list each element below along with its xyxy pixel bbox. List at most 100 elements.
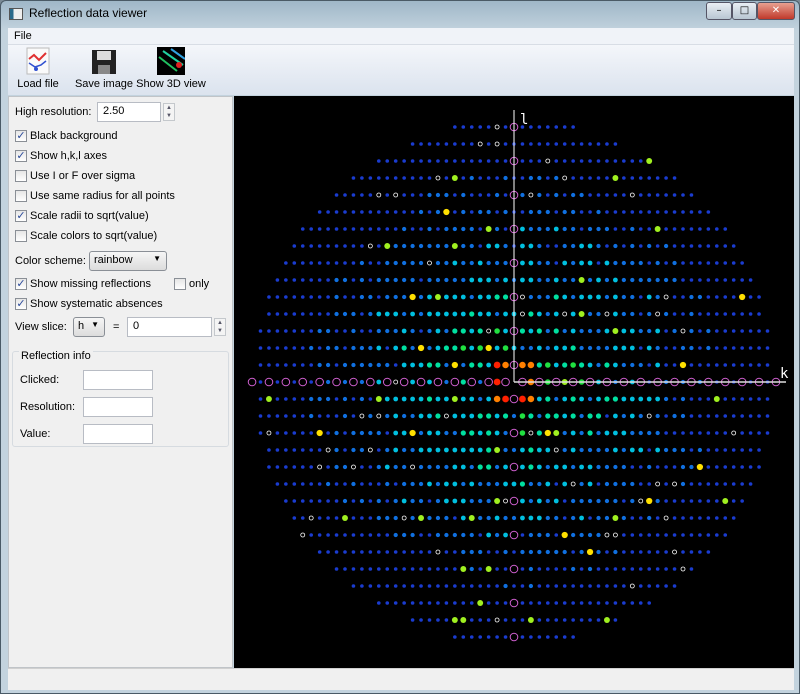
reflection-point[interactable]: [731, 397, 736, 401]
checkbox-checked[interactable]: ✓: [15, 130, 27, 142]
systematic-absence[interactable]: [317, 464, 323, 470]
reflection-point[interactable]: [461, 277, 466, 283]
reflection-point[interactable]: [376, 430, 381, 436]
value-field[interactable]: [83, 424, 153, 444]
reflection-point[interactable]: [359, 362, 365, 368]
reflection-point[interactable]: [359, 430, 365, 436]
reflection-point[interactable]: [503, 532, 508, 538]
reflection-point[interactable]: [621, 515, 626, 521]
reflection-point[interactable]: [571, 142, 575, 146]
reflection-point[interactable]: [604, 464, 610, 470]
reflection-point[interactable]: [723, 278, 728, 282]
reflection-point[interactable]: [545, 345, 550, 351]
reflection-point[interactable]: [544, 429, 551, 437]
reflection-point[interactable]: [605, 414, 609, 418]
systematic-absence[interactable]: [367, 243, 373, 249]
reflection-point[interactable]: [672, 277, 677, 283]
reflection-point[interactable]: [300, 346, 305, 350]
reflection-point[interactable]: [376, 277, 381, 283]
reflection-point[interactable]: [579, 618, 584, 622]
reflection-point[interactable]: [613, 584, 618, 588]
reflection-point[interactable]: [546, 567, 550, 571]
reflection-point[interactable]: [519, 413, 526, 419]
reflection-point[interactable]: [613, 549, 618, 555]
reflection-point[interactable]: [427, 618, 432, 622]
reflection-point[interactable]: [605, 244, 609, 248]
reflection-point[interactable]: [460, 379, 466, 385]
reflection-point[interactable]: [511, 481, 517, 487]
reflection-point[interactable]: [494, 311, 500, 317]
reflection-point[interactable]: [622, 550, 626, 554]
maximize-button[interactable]: □: [732, 2, 757, 20]
reflection-point[interactable]: [460, 413, 466, 419]
reflection-point[interactable]: [402, 447, 407, 453]
black-background-checkbox[interactable]: ✓ Black background: [15, 128, 117, 144]
reflection-point[interactable]: [723, 431, 728, 435]
reflection-point[interactable]: [571, 125, 575, 129]
reflection-point[interactable]: [503, 227, 508, 231]
reflection-point[interactable]: [731, 499, 736, 503]
reflection-point[interactable]: [647, 430, 652, 436]
reflection-point[interactable]: [410, 481, 415, 487]
reflection-point[interactable]: [419, 601, 423, 605]
reflection-point[interactable]: [681, 227, 685, 231]
reflection-point[interactable]: [325, 481, 331, 487]
reflection-point[interactable]: [647, 227, 651, 231]
reflection-point[interactable]: [596, 362, 601, 368]
reflection-point[interactable]: [757, 329, 761, 333]
reflection-point[interactable]: [503, 549, 508, 555]
reflection-point[interactable]: [672, 397, 677, 401]
reflection-point[interactable]: [706, 397, 711, 401]
reflection-point[interactable]: [435, 413, 441, 419]
systematic-absence[interactable]: [570, 481, 576, 487]
reflection-point[interactable]: [545, 277, 550, 283]
systematic-absence[interactable]: [655, 311, 661, 317]
reflection-point[interactable]: [630, 226, 635, 232]
reflection-point[interactable]: [292, 465, 297, 469]
reflection-point[interactable]: [596, 193, 601, 197]
reflection-point[interactable]: [486, 515, 491, 521]
systematic-absence[interactable]: [376, 413, 382, 419]
reflection-point[interactable]: [342, 396, 348, 402]
reflection-point[interactable]: [664, 431, 668, 435]
reflection-point[interactable]: [427, 584, 432, 588]
scale-radii-checkbox[interactable]: ✓ Scale radii to sqrt(value): [15, 208, 149, 224]
reflection-point[interactable]: [571, 260, 576, 266]
reflection-point[interactable]: [486, 618, 491, 622]
reflection-point[interactable]: [368, 176, 373, 180]
reflection-point[interactable]: [503, 464, 508, 470]
reflection-point[interactable]: [393, 498, 398, 504]
reflection-point[interactable]: [326, 550, 330, 554]
reflection-point[interactable]: [393, 227, 398, 231]
reflection-point[interactable]: [613, 277, 618, 283]
reflection-point[interactable]: [451, 396, 458, 402]
reflection-point[interactable]: [579, 176, 584, 180]
reflection-point[interactable]: [461, 125, 466, 129]
reflection-point[interactable]: [748, 397, 753, 401]
reflection-point[interactable]: [740, 363, 744, 367]
reflection-point[interactable]: [503, 601, 508, 605]
reflection-point[interactable]: [537, 175, 542, 181]
reflection-point[interactable]: [343, 329, 347, 333]
reflection-point[interactable]: [613, 481, 618, 487]
reflection-point[interactable]: [588, 193, 592, 197]
reflection-point[interactable]: [664, 499, 668, 503]
reflection-point[interactable]: [655, 294, 660, 300]
reflection-point[interactable]: [638, 260, 643, 266]
reflection-point[interactable]: [486, 413, 492, 419]
reflection-point[interactable]: [368, 311, 373, 317]
reflection-point[interactable]: [604, 396, 610, 402]
reflection-point[interactable]: [368, 345, 373, 351]
reflection-point[interactable]: [647, 464, 652, 470]
systematic-absence[interactable]: [435, 549, 441, 555]
reflection-point[interactable]: [375, 396, 382, 402]
reflection-point[interactable]: [630, 516, 635, 520]
reflection-point[interactable]: [300, 363, 305, 367]
reflection-point[interactable]: [706, 295, 711, 299]
reflection-point[interactable]: [562, 635, 567, 639]
reflection-point[interactable]: [553, 362, 559, 368]
reflection-point[interactable]: [410, 176, 415, 180]
reflection-point[interactable]: [757, 448, 761, 452]
reflection-point[interactable]: [385, 346, 390, 350]
reflection-point[interactable]: [723, 329, 728, 333]
